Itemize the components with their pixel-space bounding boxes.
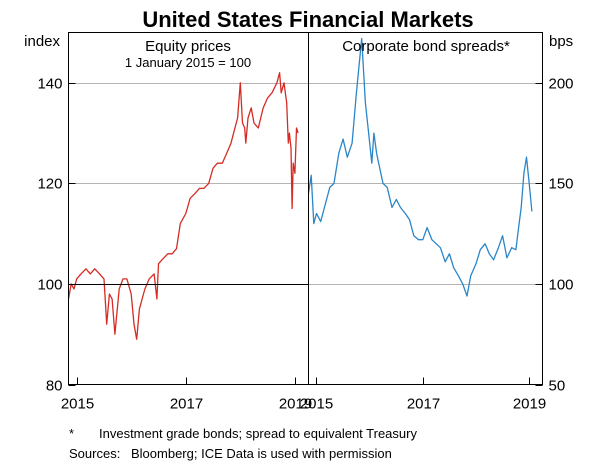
y-tick-label-right-50: 50 — [549, 378, 566, 395]
x-tick-label-right-2019: 2019 — [513, 396, 546, 413]
y-tick-label-left-80: 80 — [46, 378, 63, 395]
y-tick-label-left-140: 140 — [37, 76, 62, 93]
left-panel-subtitle: 1 January 2015 = 100 — [125, 55, 251, 70]
series-line-right — [307, 37, 533, 297]
axis-ticks — [68, 83, 543, 386]
sources-text: Bloomberg; ICE Data is used with permiss… — [131, 446, 392, 461]
series-lines — [67, 37, 533, 340]
right-panel-title: Corporate bond spreads* — [342, 38, 510, 55]
footnote-text: Investment grade bonds; spread to equiva… — [99, 426, 417, 441]
x-tick-label-left-2015: 2015 — [61, 396, 94, 413]
y-tick-label-right-100: 100 — [549, 277, 574, 294]
left-axis-unit: index — [24, 33, 60, 50]
gridlines — [68, 83, 543, 285]
x-tick-label-left-2019: 2019 — [279, 396, 312, 413]
x-tick-label-left-2017: 2017 — [170, 396, 203, 413]
right-axis-unit: bps — [549, 33, 573, 50]
footnote-marker: * — [69, 426, 74, 441]
x-tick-label-right-2017: 2017 — [407, 396, 440, 413]
left-panel-title: Equity prices — [145, 38, 231, 55]
y-tick-label-right-200: 200 — [549, 76, 574, 93]
chart-title: United States Financial Markets — [142, 7, 473, 32]
sources-label: Sources: — [69, 446, 120, 461]
y-tick-label-left-100: 100 — [37, 277, 62, 294]
plot-frame — [68, 32, 543, 385]
y-tick-label-right-150: 150 — [549, 176, 574, 193]
x-tick-label-right-2015: 2015 — [300, 396, 333, 413]
y-tick-label-left-120: 120 — [37, 176, 62, 193]
series-line-left — [67, 72, 299, 340]
